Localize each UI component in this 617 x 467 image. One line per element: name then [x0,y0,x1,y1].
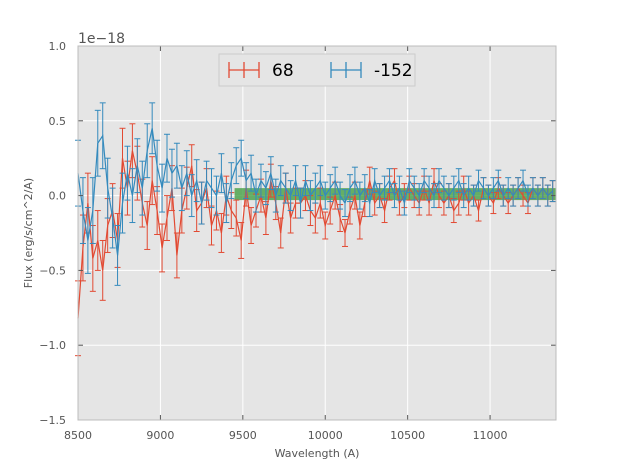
y-axis-label: Flux (erg/s/cm^2/A) [22,178,35,288]
y-tick-label: −1.5 [39,414,66,427]
x-tick-label: 10500 [390,429,425,442]
plot-frame [77,45,557,421]
y-tick-label: 0.0 [49,190,67,203]
legend-item-68: 68 [228,61,294,81]
x-tick-label: 9000 [146,429,174,442]
legend: 68 -152 [218,53,416,87]
y-tick-label: −0.5 [39,264,66,277]
axes-layer: 8500 9000 9500 10000 10500 11000 1.0 0.5 0.0 −0.5… [39,40,557,442]
series-layer [75,102,556,357]
y-tick-label: 1.0 [49,40,67,53]
x-tick-label: 9500 [229,429,257,442]
y-tick-label: −1.0 [39,339,66,352]
legend-label: -152 [374,61,413,81]
x-tick-label: 11000 [473,429,508,442]
series--152 [75,102,556,286]
y-offset-label: 1e−18 [78,31,125,47]
legend-label: 68 [272,61,294,81]
series-line--152 [77,128,554,256]
x-axis-label: Wavelength (A) [275,447,360,460]
legend-item--152: -152 [330,61,413,81]
x-tick-label: 10000 [308,429,343,442]
y-tick-label: 0.5 [49,115,67,128]
x-tick-label: 8500 [64,429,92,442]
